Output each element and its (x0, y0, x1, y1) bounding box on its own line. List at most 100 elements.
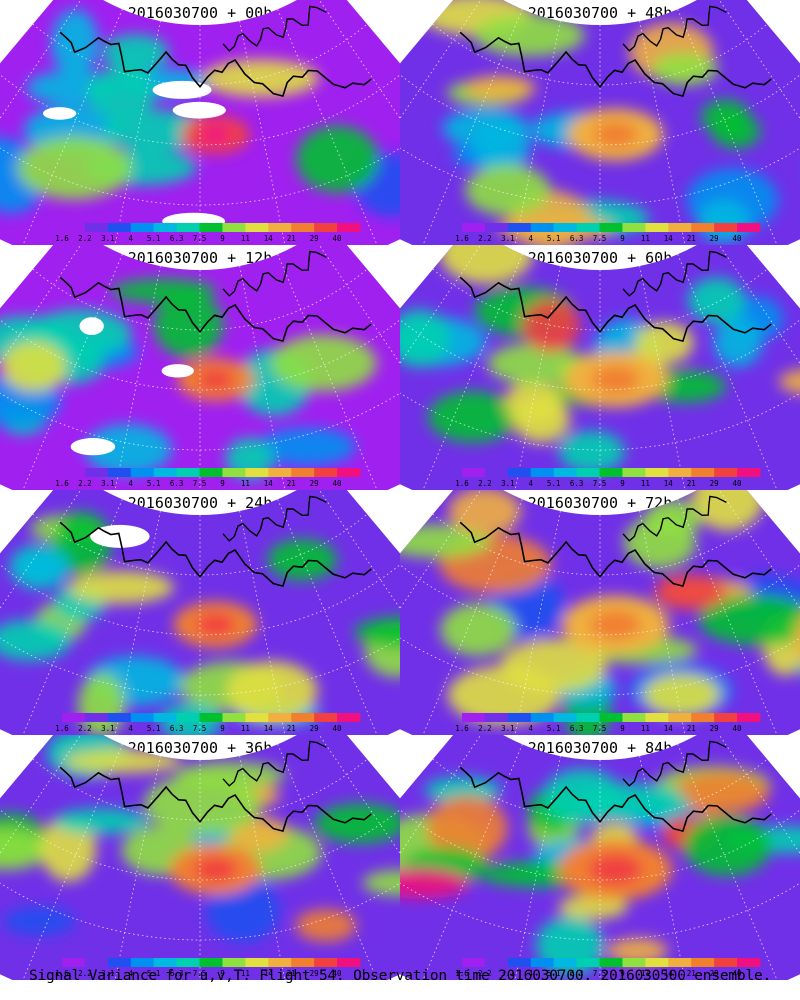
colorbar-swatch (176, 223, 201, 232)
map-panel: 2016030700 + 12h 1.6 2.2 3.1 4 5.1 6.3 7.5 9 11 14… (0, 245, 400, 490)
colorbar-swatch (245, 958, 269, 967)
colorbar-swatch (622, 468, 646, 477)
colorbar-swatch (737, 713, 761, 722)
colorbar-tick-label: 4 (529, 724, 534, 733)
colorbar-tick-label: 11 (641, 969, 650, 978)
colorbar-tick-label: 11 (241, 724, 250, 733)
colorbar-tick-label: 5.1 (547, 234, 561, 243)
colorbar-swatch (553, 958, 578, 967)
variance-map: 1.6 2.2 3.1 4 5.1 6.3 7.5 9 11 14 21 29 40 (400, 0, 800, 245)
colorbar-tick-label: 29 (710, 969, 719, 978)
colorbar-swatch (176, 713, 201, 722)
colorbar-swatch (268, 223, 292, 232)
colorbar-swatch (507, 223, 532, 232)
colorbar-tick-label: 40 (733, 724, 743, 733)
colorbar-tick-label: 6.3 (170, 724, 184, 733)
colorbar-swatch (291, 468, 315, 477)
colorbar-tick-label: 40 (733, 479, 743, 488)
colorbar-tick-label: 29 (310, 479, 319, 488)
colorbar-tick-label: 21 (287, 724, 296, 733)
colorbar-tick-label: 21 (687, 724, 696, 733)
colorbar-tick-label: 4 (129, 234, 134, 243)
colorbar-tick-label: 1.6 (55, 234, 69, 243)
map-panel: 2016030700 + 84h 1.6 2.2 3.1 4 5.1 6.3 7.5 9 11 14… (400, 735, 800, 980)
colorbar-swatch (484, 958, 509, 967)
colorbar-tick-label: 29 (310, 724, 319, 733)
colorbar-tick-label: 5.1 (147, 969, 161, 978)
colorbar-swatch (314, 713, 338, 722)
colorbar-tick-label: 1.6 (55, 479, 69, 488)
colorbar-swatch (462, 958, 486, 967)
colorbar-swatch (176, 958, 201, 967)
colorbar-swatch (107, 958, 132, 967)
colorbar-swatch (245, 223, 269, 232)
colorbar-swatch (62, 958, 86, 967)
colorbar-swatch (691, 713, 715, 722)
panel-title: 2016030700 + 36h (127, 739, 273, 757)
colorbar-tick-label: 3.1 (101, 479, 115, 488)
colorbar-tick-label: 9 (220, 969, 225, 978)
colorbar-tick-label: 3.1 (501, 234, 515, 243)
colorbar-swatch (268, 468, 292, 477)
colorbar-tick-label: 2.2 (478, 969, 492, 978)
colorbar-tick-label: 4 (529, 234, 534, 243)
colorbar-swatch (153, 713, 178, 722)
colorbar-swatch (222, 958, 246, 967)
panel-title: 2016030700 + 60h (527, 249, 673, 267)
variance-map: 1.6 2.2 3.1 4 5.1 6.3 7.5 9 11 14 21 29 40 (400, 245, 800, 490)
colorbar-swatch (691, 223, 715, 232)
colorbar-tick-label: 3.1 (501, 969, 515, 978)
map-panel: 2016030700 + 36h 1.6 2.2 3.1 4 5.1 6.3 7.5 9 11 14… (0, 735, 400, 980)
colorbar-tick-label: 21 (687, 969, 696, 978)
colorbar-swatch (222, 223, 246, 232)
colorbar-tick-label: 7.5 (593, 969, 607, 978)
colorbar-swatch (576, 468, 601, 477)
colorbar-tick-label: 4 (529, 479, 534, 488)
colorbar-tick-label: 14 (264, 479, 274, 488)
map-panel: 2016030700 + 00h 1.6 2.2 3.1 4 5.1 6.3 7.5 9 11 14… (0, 0, 400, 245)
colorbar-tick-label: 14 (664, 479, 674, 488)
colorbar-tick-label: 2.2 (478, 234, 492, 243)
colorbar-tick-label: 3.1 (101, 724, 115, 733)
panel-title: 2016030700 + 48h (527, 4, 673, 22)
colorbar-swatch (576, 223, 601, 232)
colorbar-tick-label: 40 (333, 479, 343, 488)
colorbar-swatch (553, 713, 578, 722)
colorbar-tick-label: 21 (287, 479, 296, 488)
variance-map: 1.6 2.2 3.1 4 5.1 6.3 7.5 9 11 14 21 29 40 (0, 735, 400, 980)
colorbar-tick-label: 2.2 (78, 234, 92, 243)
colorbar-tick-label: 1.6 (455, 724, 469, 733)
colorbar-tick-label: 2.2 (478, 724, 492, 733)
colorbar-tick-label: 7.5 (193, 234, 207, 243)
colorbar-swatch (314, 468, 338, 477)
colorbar-swatch (107, 223, 132, 232)
panel-title: 2016030700 + 24h (127, 494, 273, 512)
colorbar-tick-label: 40 (733, 969, 743, 978)
colorbar-tick-label: 6.3 (570, 479, 584, 488)
map-panel: 2016030700 + 72h 1.6 2.2 3.1 4 5.1 6.3 7.5 9 11 14… (400, 490, 800, 735)
colorbar-tick-label: 29 (310, 969, 319, 978)
colorbar-swatch (622, 223, 646, 232)
colorbar-swatch (130, 223, 155, 232)
colorbar-tick-label: 1.6 (455, 479, 469, 488)
colorbar-swatch (737, 223, 761, 232)
colorbar-tick-label: 3.1 (101, 234, 115, 243)
panel-title: 2016030700 + 12h (127, 249, 273, 267)
colorbar-tick-label: 7.5 (593, 724, 607, 733)
colorbar-swatch (599, 713, 623, 722)
colorbar-swatch (530, 468, 555, 477)
colorbar-tick-label: 9 (620, 969, 625, 978)
colorbar-swatch (599, 468, 623, 477)
colorbar-tick-label: 14 (264, 234, 274, 243)
colorbar-tick-label: 9 (620, 724, 625, 733)
colorbar-swatch (176, 468, 201, 477)
colorbar-swatch (199, 713, 223, 722)
colorbar-swatch (553, 223, 578, 232)
colorbar-tick-label: 9 (220, 234, 225, 243)
colorbar-tick-label: 11 (641, 479, 650, 488)
colorbar-swatch (84, 468, 109, 477)
colorbar-swatch (222, 468, 246, 477)
colorbar-tick-label: 6.3 (570, 724, 584, 733)
colorbar-swatch (599, 223, 623, 232)
variance-map: 1.6 2.2 3.1 4 5.1 6.3 7.5 9 11 14 21 29 40 (0, 490, 400, 735)
